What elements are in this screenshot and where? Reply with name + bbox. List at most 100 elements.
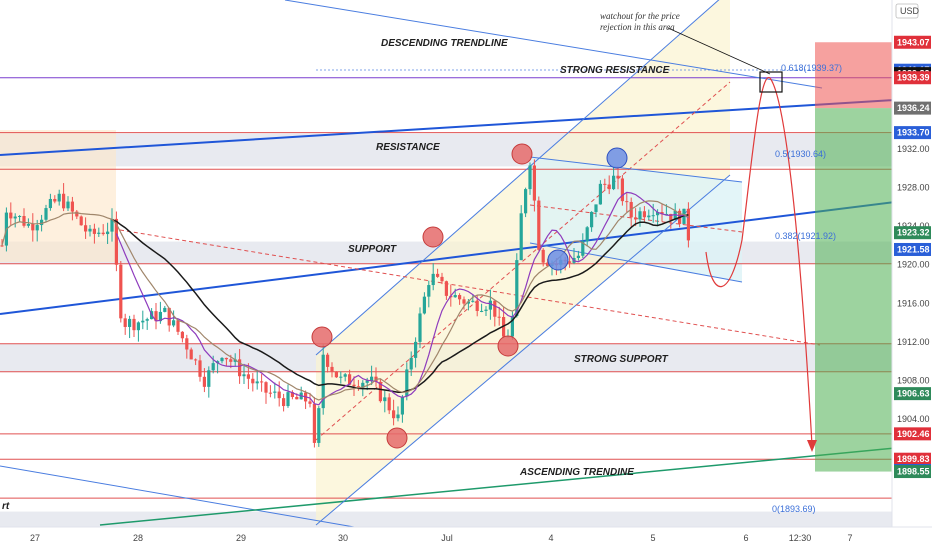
middle-blue-trendline xyxy=(0,201,896,315)
candle-body xyxy=(290,392,294,397)
candle-body xyxy=(462,299,466,304)
price-label: 1939.39 xyxy=(897,73,930,83)
candle-body xyxy=(387,397,391,411)
candle-body xyxy=(185,338,189,350)
candle-body xyxy=(453,295,457,298)
price-label-box xyxy=(894,101,931,115)
candle-body xyxy=(348,374,352,385)
candle-body xyxy=(216,361,220,364)
candle-body xyxy=(585,227,589,242)
price-axis[interactable]: USD 1932.001928.001924.001920.001916.001… xyxy=(891,0,932,550)
price-label-box xyxy=(894,242,931,256)
descending-trendline-2 xyxy=(0,465,361,529)
dashed-trend-1 xyxy=(119,229,821,346)
price-label: 1899.83 xyxy=(897,454,930,464)
candle-body xyxy=(493,300,497,317)
moving-average-purple xyxy=(115,191,689,406)
candle-body xyxy=(541,249,545,263)
candle-body xyxy=(128,318,132,327)
swing-marker-0 xyxy=(311,326,333,348)
candle-body xyxy=(634,217,638,220)
y-tick-label: 1920.00 xyxy=(897,260,930,270)
candle-body xyxy=(114,218,118,265)
candle-body xyxy=(581,241,585,256)
moving-average-black xyxy=(111,214,689,394)
candle-body xyxy=(484,309,488,311)
candle-body xyxy=(475,300,479,311)
strong-support-label: STRONG SUPPORT xyxy=(574,354,669,365)
candle-body xyxy=(233,359,237,362)
swing-marker-2 xyxy=(511,143,533,165)
candle-body xyxy=(392,410,396,419)
candle-body xyxy=(321,354,325,409)
strong-resistance-label: STRONG RESISTANCE xyxy=(560,65,670,76)
zone-resistance xyxy=(0,133,892,167)
reward-zone xyxy=(815,108,892,472)
projected-path xyxy=(705,77,813,446)
candle-body xyxy=(312,403,316,443)
swing-markers xyxy=(311,143,628,449)
candle-body xyxy=(686,208,690,241)
candle-body xyxy=(326,354,330,367)
projection-arrowhead xyxy=(807,440,817,452)
swing-marker-6 xyxy=(547,249,569,271)
candle-body xyxy=(458,295,462,300)
candle-body xyxy=(361,382,365,388)
partial-left-label: rt xyxy=(2,501,10,512)
x-tick-label: Jul xyxy=(441,533,453,543)
x-tick-label: 28 xyxy=(133,533,143,543)
candle-body xyxy=(242,374,246,377)
price-label: 1936.24 xyxy=(897,103,930,113)
note-line-1: watchout for the price xyxy=(600,11,680,21)
candle-body xyxy=(268,392,272,394)
candle-body xyxy=(66,201,70,209)
candle-body xyxy=(273,391,277,393)
y-axis-ticks: 1932.00 1928.00 1924.00 1920.00 1916.00 1912.… xyxy=(897,144,930,424)
short-position-tool[interactable] xyxy=(815,42,892,472)
candle-body xyxy=(620,178,624,202)
candle-body xyxy=(31,224,35,231)
y-tick-label: 1908.00 xyxy=(897,375,930,385)
candle-body xyxy=(295,396,299,400)
price-label-box xyxy=(894,452,931,466)
candle-body xyxy=(141,320,145,323)
candle-body xyxy=(612,175,616,190)
candle-body xyxy=(414,341,418,358)
price-label: 1943.07 xyxy=(897,37,930,47)
candle-body xyxy=(154,311,158,322)
candle-body xyxy=(88,228,92,232)
fib-labels: 0.618(1939.37) 0.5(1930.64) 0.382(1921.92)… xyxy=(772,63,842,514)
candle-body xyxy=(356,386,360,388)
candle-body xyxy=(378,381,382,402)
channel-upper-line xyxy=(315,0,720,356)
candle-body xyxy=(176,320,180,332)
candle-body xyxy=(471,300,475,302)
candle-body xyxy=(590,211,594,228)
y-tick-label: 1904.00 xyxy=(897,414,930,424)
time-axis[interactable]: 27 28 29 30 Jul 4 5 6 12:30 7 xyxy=(0,526,932,550)
y-tick-label: 1932.00 xyxy=(897,144,930,154)
candle-body xyxy=(528,165,532,190)
support-label: SUPPORT xyxy=(348,244,397,255)
candle-body xyxy=(79,216,83,226)
candle-body xyxy=(9,212,13,219)
note-line-2: rejection in this area xyxy=(600,22,675,32)
candle-body xyxy=(515,260,519,316)
candle-body xyxy=(145,319,149,321)
candle-body xyxy=(229,359,233,362)
candle-body xyxy=(0,245,4,247)
candle-body xyxy=(603,183,607,185)
swing-marker-1 xyxy=(422,226,444,248)
swing-marker-4 xyxy=(386,427,408,449)
moving-average-tan xyxy=(1,200,689,401)
candle-body xyxy=(207,370,211,387)
currency-label: USD xyxy=(900,6,920,16)
candle-body xyxy=(194,359,198,361)
x-tick-label: 29 xyxy=(236,533,246,543)
candle-body xyxy=(48,198,52,209)
candle-body xyxy=(396,414,400,419)
x-tick-label: 30 xyxy=(338,533,348,543)
candle-body xyxy=(132,318,136,331)
candle-body xyxy=(383,397,387,402)
